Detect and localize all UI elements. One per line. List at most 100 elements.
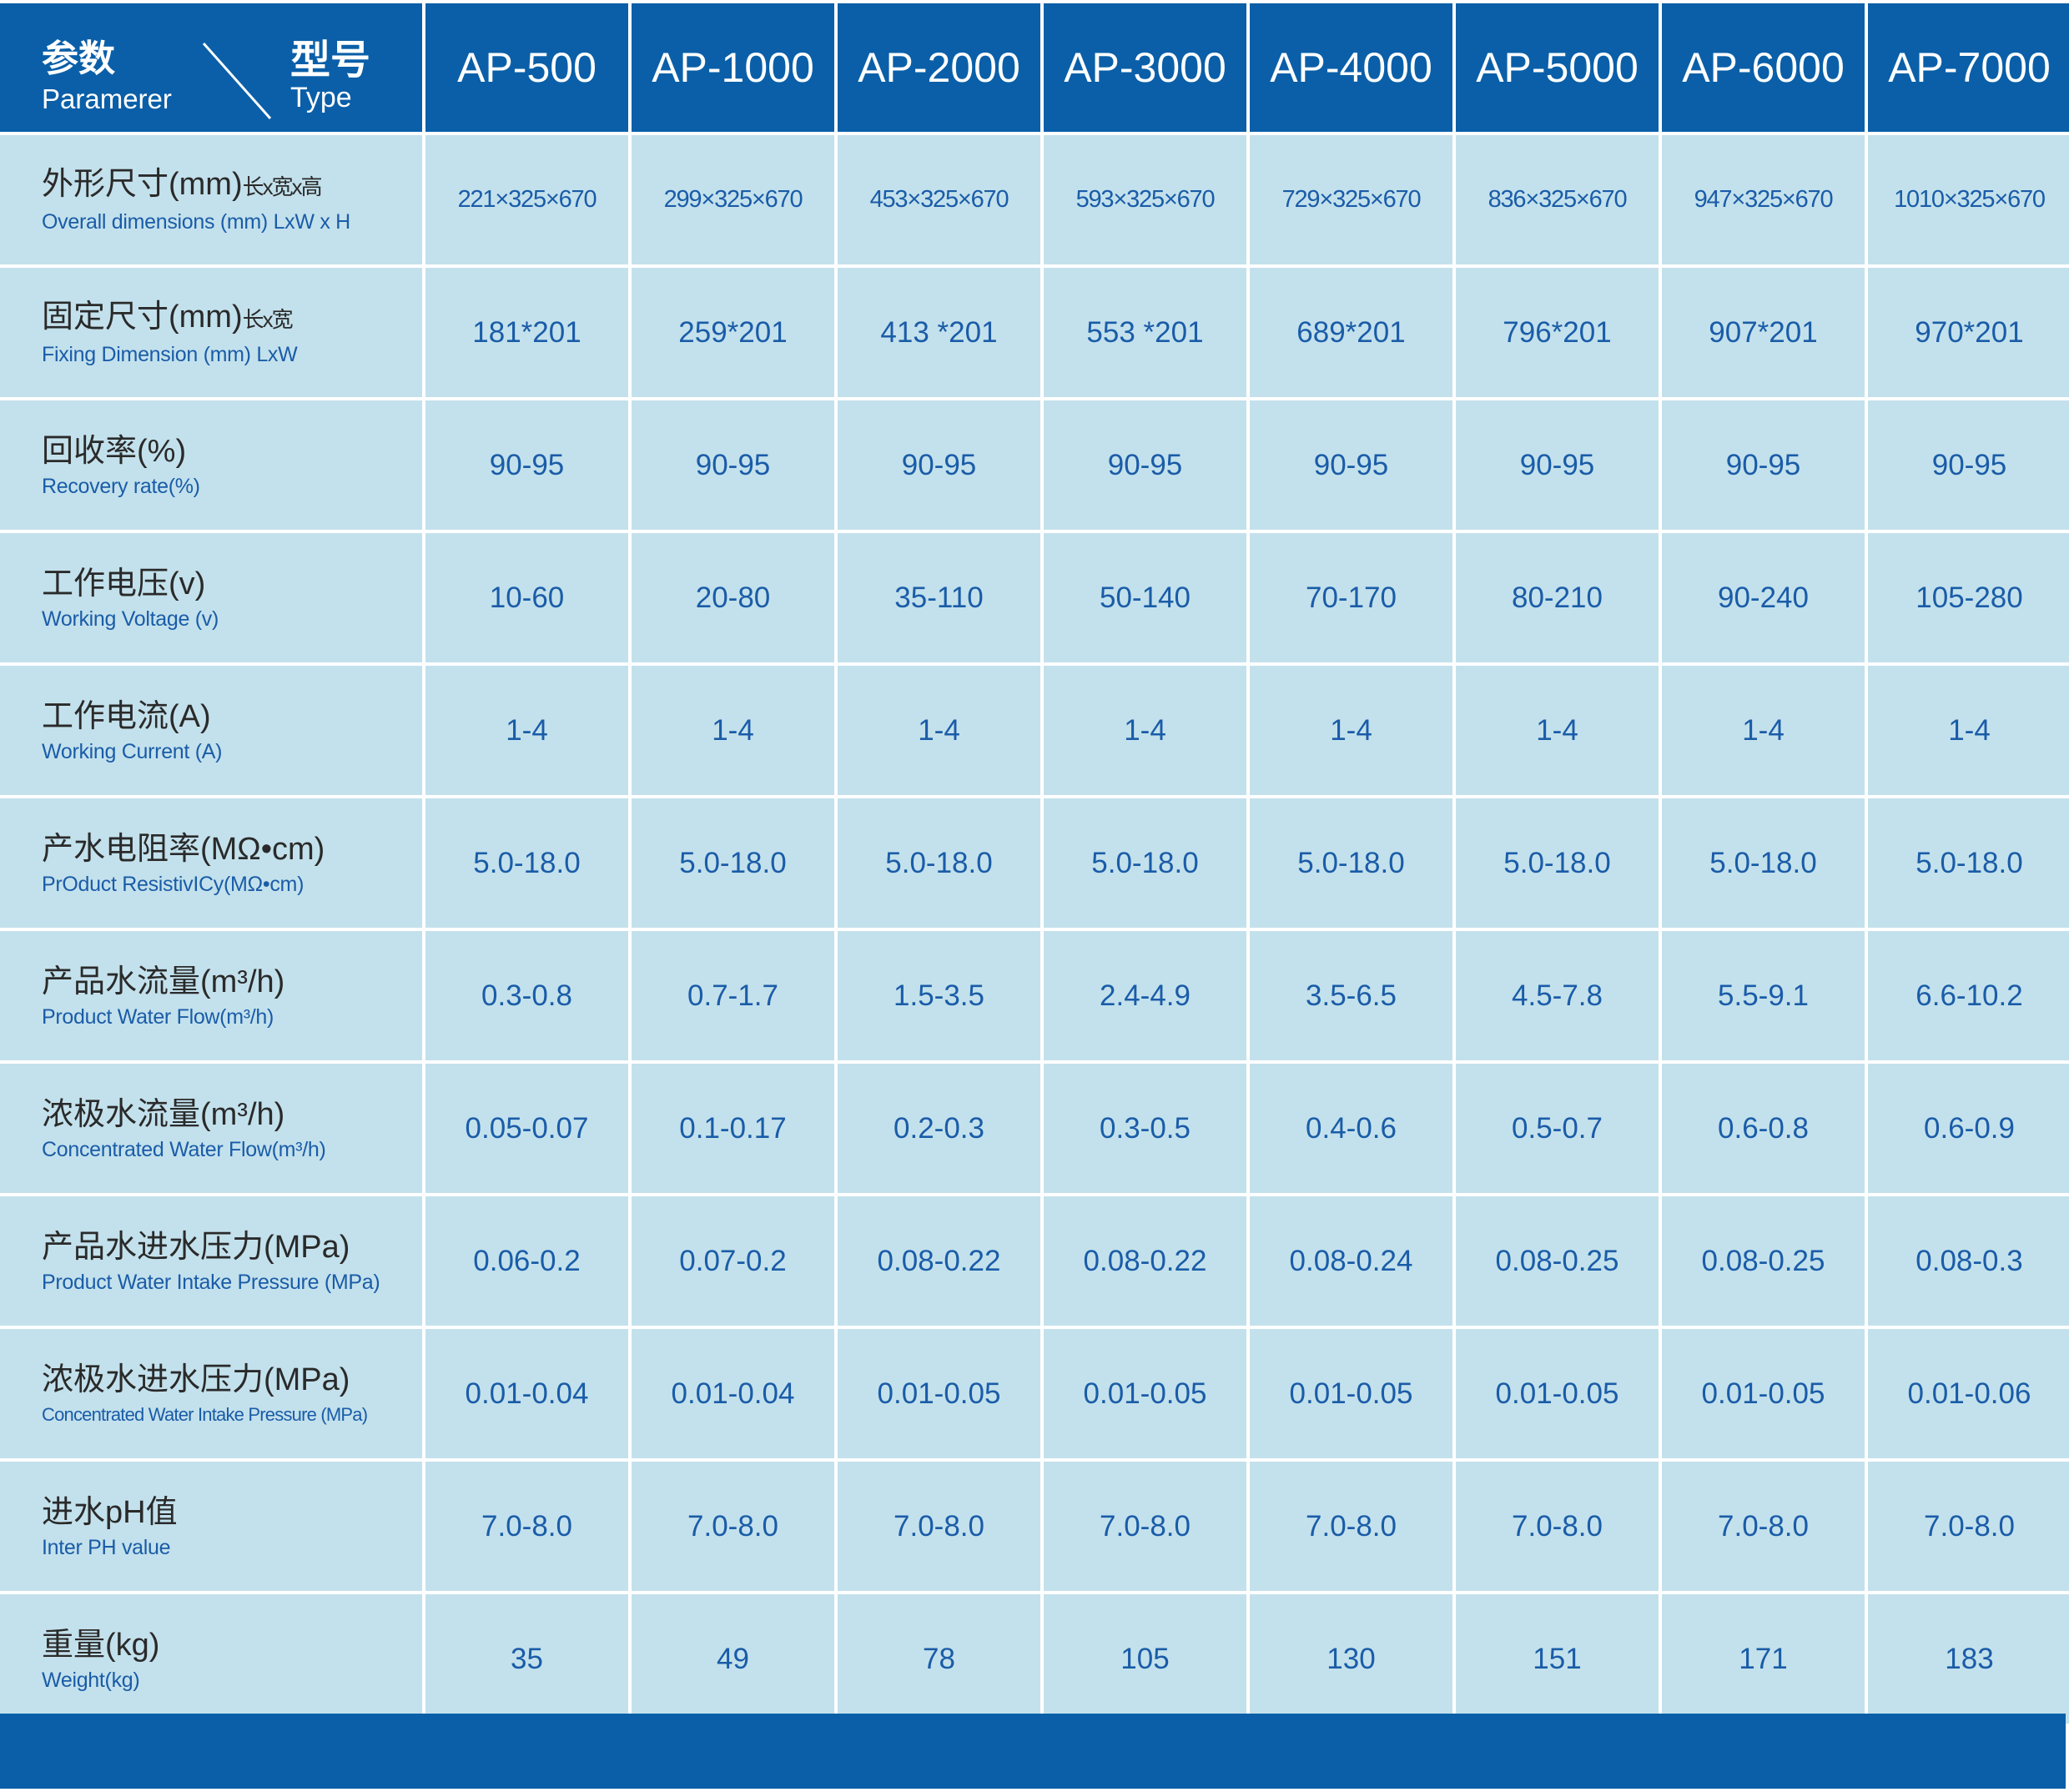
row-label-zh-text: 固定尺寸(mm): [42, 300, 243, 335]
table-cell-value: 5.0-18.0: [1044, 798, 1246, 928]
table-cell-value: 1-4: [632, 666, 834, 795]
row-label-cell: 工作电流(A) Working Current (A): [0, 666, 422, 795]
model-header: AP-500: [425, 3, 628, 132]
table-cell-value: 836×325×670: [1456, 135, 1659, 264]
row-label-en: Overall dimensions (mm) LxW x H: [42, 210, 350, 234]
row-label-zh-text: 浓极水流量(m³/h): [42, 1096, 285, 1132]
row-label-zh-text: 外形尺寸(mm): [42, 167, 243, 202]
table-cell-value: 0.08-0.25: [1456, 1196, 1659, 1326]
table-cell-value: 90-95: [632, 400, 834, 530]
table-cell-value: 947×325×670: [1662, 135, 1865, 264]
table-cell-value: 5.0-18.0: [1868, 798, 2069, 928]
row-label-zh: 回收率(%): [42, 430, 422, 472]
row-label-cell: 浓极水流量(m³/h) Concentrated Water Flow(m³/h): [0, 1064, 422, 1193]
table-cell-value: 50-140: [1044, 533, 1246, 662]
table-cell-value: 0.06-0.2: [425, 1196, 628, 1326]
table-cell-value: 0.07-0.2: [632, 1196, 834, 1326]
table-cell-value: 7.0-8.0: [632, 1462, 834, 1591]
diagonal-divider: [202, 43, 272, 119]
row-label-cell: 工作电压(v) Working Voltage (v): [0, 533, 422, 662]
row-label-cell: 浓极水进水压力(MPa) Concentrated Water Intake Pr…: [0, 1329, 422, 1458]
model-header: AP-2000: [838, 3, 1040, 132]
row-label-zh-text: 工作电压(v): [42, 566, 206, 602]
table-cell-value: 90-95: [838, 400, 1040, 530]
table-cell-value: 0.6-0.8: [1662, 1064, 1865, 1193]
table-cell-value: 105: [1044, 1594, 1246, 1724]
table-cell-value: 299×325×670: [632, 135, 834, 264]
table-cell-value: 0.08-0.22: [838, 1196, 1040, 1326]
table-cell-value: 105-280: [1868, 533, 2069, 662]
table-cell-value: 259*201: [632, 268, 834, 397]
table-cell-value: 0.08-0.3: [1868, 1196, 2069, 1326]
row-label-zh: 工作电压(v): [42, 563, 422, 605]
row-label-en: Working Current (A): [42, 739, 223, 763]
table-cell-value: 1-4: [838, 666, 1040, 795]
model-header: AP-6000: [1662, 3, 1865, 132]
table-cell-value: 35: [425, 1594, 628, 1724]
table-cell-value: 0.01-0.04: [632, 1329, 834, 1458]
table-cell-value: 181*201: [425, 268, 628, 397]
row-label-zh: 产品水进水压力(MPa): [42, 1226, 422, 1268]
table-cell-value: 78: [838, 1594, 1040, 1724]
row-label-zh-text: 回收率(%): [42, 433, 187, 469]
table-cell-value: 5.0-18.0: [1456, 798, 1659, 928]
table-cell-value: 4.5-7.8: [1456, 931, 1659, 1060]
row-label-zh-text: 工作电流(A): [42, 698, 211, 734]
table-cell-value: 5.5-9.1: [1662, 931, 1865, 1060]
table-cell-value: 0.1-0.17: [632, 1064, 834, 1193]
table-cell-value: 90-95: [1662, 400, 1865, 530]
model-header: AP-3000: [1044, 3, 1246, 132]
table-cell-value: 90-95: [1456, 400, 1659, 530]
table-cell-value: 5.0-18.0: [838, 798, 1040, 928]
row-label-zh-text: 浓极水进水压力(MPa): [42, 1362, 350, 1397]
row-label-zh-text: 产水电阻率(MΩ•cm): [42, 831, 325, 867]
row-label-cell: 产水电阻率(MΩ•cm) PrOduct ResistivICy(MΩ•cm): [0, 798, 422, 928]
model-header: AP-7000: [1868, 3, 2069, 132]
table-cell-value: 70-170: [1250, 533, 1452, 662]
table-cell-value: 221×325×670: [425, 135, 628, 264]
table-cell-value: 1010×325×670: [1868, 135, 2069, 264]
table-cell-value: 1-4: [1250, 666, 1452, 795]
table-cell-value: 7.0-8.0: [1456, 1462, 1659, 1591]
table-cell-value: 970*201: [1868, 268, 2069, 397]
row-label-en: Product Water Flow(m³/h): [42, 1004, 274, 1029]
table-cell-value: 183: [1868, 1594, 2069, 1724]
table-cell-value: 1.5-3.5: [838, 931, 1040, 1060]
row-label-en: Weight(kg): [42, 1668, 140, 1692]
table-cell-value: 5.0-18.0: [1250, 798, 1452, 928]
table-cell-value: 0.01-0.05: [1456, 1329, 1659, 1458]
table-cell-value: 553 *201: [1044, 268, 1246, 397]
row-label-zh-suffix: 长x宽x高: [242, 174, 323, 199]
param-label-en: Paramerer: [42, 83, 172, 114]
row-label-cell: 外形尺寸(mm)长x宽x高 Overall dimensions (mm) LxW…: [0, 135, 422, 264]
table-cell-value: 453×325×670: [838, 135, 1040, 264]
table-cell-value: 1-4: [425, 666, 628, 795]
row-label-cell: 产品水进水压力(MPa) Product Water Intake Pressur…: [0, 1196, 422, 1326]
row-label-en: Recovery rate(%): [42, 474, 200, 498]
table-cell-value: 3.5-6.5: [1250, 931, 1452, 1060]
row-label-zh: 浓极水进水压力(MPa): [42, 1359, 422, 1401]
table-cell-value: 0.05-0.07: [425, 1064, 628, 1193]
row-label-zh: 重量(kg): [42, 1624, 422, 1666]
row-label-zh-text: 进水pH值: [42, 1494, 178, 1530]
table-cell-value: 7.0-8.0: [1044, 1462, 1246, 1591]
table-cell-value: 1-4: [1662, 666, 1865, 795]
row-label-zh-suffix: 长x宽: [242, 307, 294, 332]
table-cell-value: 90-240: [1662, 533, 1865, 662]
row-label-en: Concentrated Water Flow(m³/h): [42, 1137, 326, 1161]
table-cell-value: 0.4-0.6: [1250, 1064, 1452, 1193]
table-cell-value: 20-80: [632, 533, 834, 662]
table-cell-value: 49: [632, 1594, 834, 1724]
type-label-zh: 型号: [290, 38, 371, 83]
table-cell-value: 0.01-0.04: [425, 1329, 628, 1458]
header-corner-cell: 参数 Paramerer 型号 Type: [0, 3, 422, 132]
row-label-cell: 回收率(%) Recovery rate(%): [0, 400, 422, 530]
table-cell-value: 90-95: [425, 400, 628, 530]
table-cell-value: 0.01-0.05: [1250, 1329, 1452, 1458]
table-cell-value: 6.6-10.2: [1868, 931, 2069, 1060]
table-cell-value: 35-110: [838, 533, 1040, 662]
row-label-en: Concentrated Water Intake Pressure (MPa): [42, 1403, 368, 1425]
model-header: AP-4000: [1250, 3, 1452, 132]
spec-table: 参数 Paramerer 型号 Type AP-500 AP-1000 AP-200…: [0, 3, 2069, 1724]
param-label-zh: 参数: [42, 38, 115, 79]
